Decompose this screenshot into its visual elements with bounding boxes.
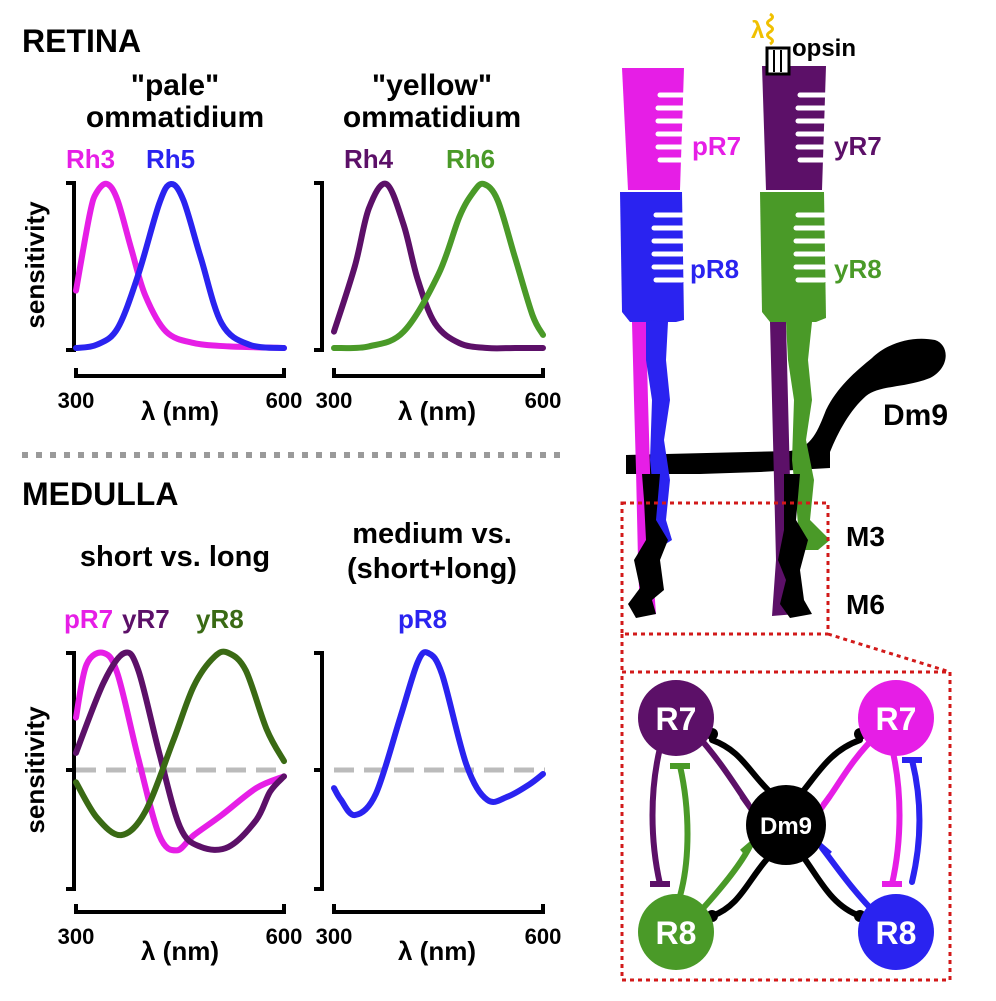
tick-300-pale: 300 [58,388,95,413]
axes-pale [66,181,286,378]
opsin-label: opsin [792,35,856,62]
pr8-rhabdomere [651,212,685,283]
xlabel-medium: λ (nm) [398,936,476,966]
tick-300-short-long: 300 [58,924,95,949]
curve-rh6 [331,180,546,352]
yr7-label: yR7 [834,131,882,161]
medium-title-2: (short+long) [347,553,517,585]
lambda-label: λ [751,17,764,44]
pr8-outer-segment [620,192,684,322]
retina-heading: RETINA [22,23,141,59]
circuit-box [620,670,952,982]
r7-pale-node-label: R7 [876,701,917,737]
r8-yellow-node [638,894,714,970]
legend-rh6: Rh6 [446,144,495,174]
axes-yellow [314,181,545,378]
curve-rh5 [73,181,287,351]
tick-600-short-long: 600 [266,924,303,949]
pr8-axon [646,320,672,545]
xlabel-short-long: λ (nm) [141,936,219,966]
pr8-label: pR8 [690,254,739,284]
curve-yr8 [73,648,287,839]
y-label-retina: sensitivity [20,201,50,329]
legend-rh3: Rh3 [66,144,115,174]
legend-pr7: pR7 [64,604,113,634]
curve-rh3 [73,180,287,351]
yr8-label: yR8 [834,254,882,284]
medulla-region-box [620,501,830,636]
m3-label: M3 [846,521,885,552]
xlabel-yellow: λ (nm) [398,396,476,426]
m6-label: M6 [846,589,885,620]
short-long-title: short vs. long [80,541,270,573]
axes-short-long [66,651,286,914]
dm9-process-left [628,474,668,618]
spectral-curves [73,180,546,854]
legend-rh4: Rh4 [344,144,394,174]
opsin-icon [765,12,791,76]
legend-yr8: yR8 [196,604,244,634]
curve-yr7 [73,649,287,853]
yellow-title-1: "yellow" [372,69,492,102]
r7-yellow-node [638,680,714,756]
r8-yellow-node-label: R8 [656,915,697,951]
tick-600-pale: 600 [266,388,303,413]
xlabel-pale: λ (nm) [141,396,219,426]
r8-pale-node [858,894,934,970]
yr8-outer-segment [760,192,826,322]
r7-yellow-node-label: R7 [656,701,697,737]
dm9-neuron [626,338,946,474]
yellow-title-2: ommatidium [343,101,521,134]
photoreceptor-diagram: λ opsin pR7 pR8 yR7 yR8 Dm9 M3 M6 [620,12,952,982]
yr7-outer-segment [762,66,826,190]
curve-rh4 [331,180,546,352]
medium-title-1: medium vs. [352,518,512,550]
legend-yr7: yR7 [122,604,170,634]
axes-medium [314,651,545,914]
legend-pr8: pR8 [398,604,447,634]
yr8-rhabdomere [793,212,827,283]
r8-pale-node-label: R8 [876,915,917,951]
pr7-outer-segment [622,68,684,190]
legend-rh5: Rh5 [146,144,195,174]
curve-pr7 [73,649,287,854]
dm9-node [746,785,826,865]
dm9-process-right [778,474,812,618]
pr7-label: pR7 [692,131,741,161]
pale-title-2: ommatidium [86,101,264,134]
yr7-rhabdomere [795,92,829,163]
tick-600-medium: 600 [525,924,562,949]
pale-title-1: "pale" [131,69,219,102]
tick-600-yellow: 600 [525,388,562,413]
dm9-node-label: Dm9 [760,813,812,840]
curve-pr8 [331,649,546,819]
pr7-rhabdomere [655,92,687,163]
y-label-medulla: sensitivity [20,706,50,834]
medulla-heading: MEDULLA [22,476,178,512]
r7-pale-node [858,680,934,756]
zoom-line-right [827,632,951,674]
tick-300-medium: 300 [316,924,353,949]
tick-300-yellow: 300 [316,388,353,413]
dm9-label: Dm9 [883,399,948,432]
